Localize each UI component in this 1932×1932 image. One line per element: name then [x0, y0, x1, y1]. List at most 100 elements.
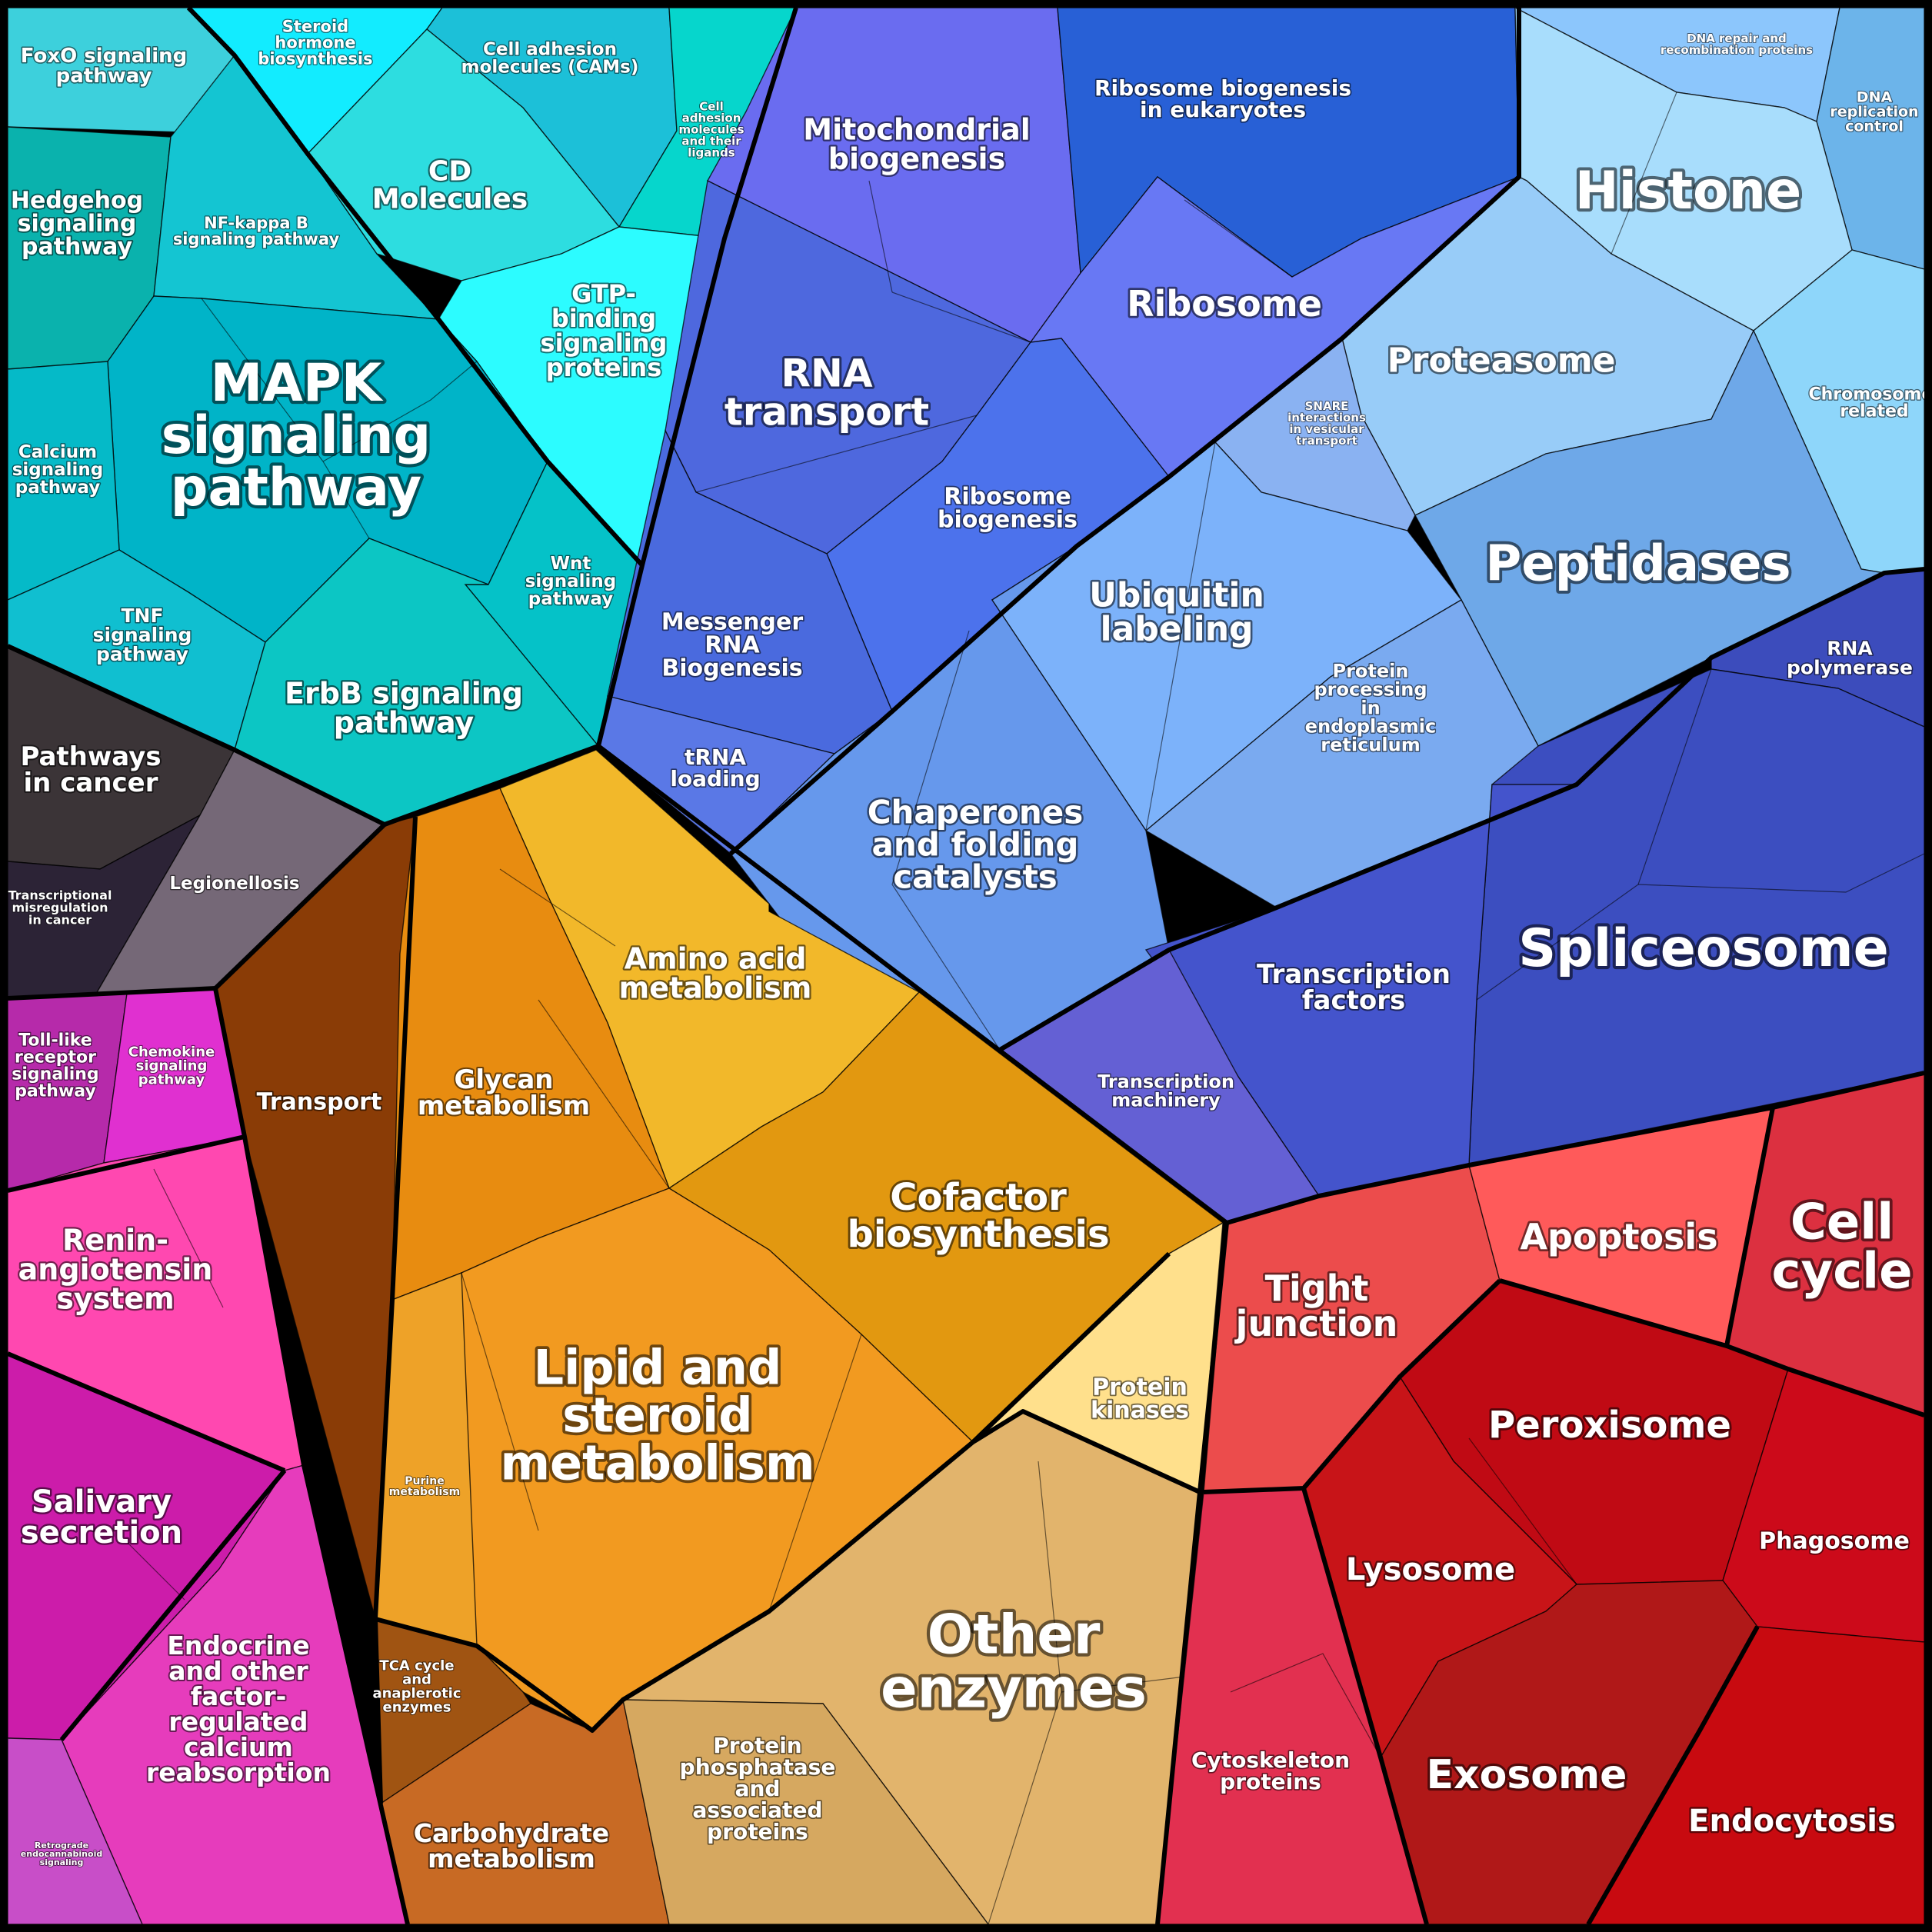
- label-line: Protein: [1092, 1374, 1188, 1401]
- label-renin: Renin-angiotensin system: [18, 1223, 213, 1315]
- label-line: Hedgehog: [11, 188, 143, 215]
- border-cellular-inner-5: [1586, 1625, 1760, 1926]
- label-rna-transport: RNA transport: [724, 351, 929, 435]
- label-line: proteins: [707, 1819, 808, 1844]
- subcell-line: [1637, 853, 1925, 893]
- label-line: pathway: [22, 234, 132, 261]
- label-line: pathway: [15, 1082, 96, 1101]
- label-line: junction: [1234, 1303, 1398, 1344]
- label-line: biosynthesis: [847, 1213, 1109, 1256]
- label-line: tRNA: [685, 744, 746, 770]
- label-line: metabolism: [500, 1435, 814, 1491]
- border-inner-metab-3: [971, 1409, 1201, 1494]
- subcell-line: [153, 1168, 224, 1308]
- label-line: recombination proteins: [1661, 43, 1813, 57]
- label-line: proteins: [1220, 1769, 1321, 1794]
- label-line: and: [735, 1776, 781, 1801]
- label-spliceosome: Spliceosome: [1518, 918, 1889, 979]
- label-line: in cancer: [28, 913, 92, 928]
- border-immune-metabolism: [213, 988, 410, 1925]
- label-salivary: Salivary secretion: [21, 1484, 182, 1551]
- border-cancer-immune: [7, 986, 216, 1001]
- label-line: Biogenesis: [661, 655, 802, 682]
- label-line: Cytoskeleton: [1191, 1747, 1350, 1773]
- labels: FoxO signaling pathway Steroid hormone bios…: [8, 16, 1932, 1875]
- label-line: kinases: [1091, 1397, 1189, 1424]
- label-line: endocannabinoid: [21, 1849, 102, 1859]
- label-line: Protein: [713, 1733, 801, 1758]
- label-line: secretion: [21, 1515, 182, 1551]
- label-line: machinery: [1111, 1089, 1221, 1111]
- label-line: Purine: [405, 1475, 444, 1487]
- label-line: related: [1840, 402, 1908, 421]
- label-line: Mitochondrial: [803, 112, 1030, 146]
- label-line: cycle: [1772, 1243, 1913, 1300]
- label-line: regulated: [168, 1707, 308, 1737]
- label-purine: Purine metabolism: [389, 1475, 460, 1498]
- label-line: Amino acid: [625, 941, 807, 975]
- label-line: in eukaryotes: [1140, 97, 1306, 122]
- subcell-line: [768, 1334, 862, 1612]
- label-carbohydrate: Carbohydrate metabolism: [414, 1818, 609, 1874]
- label-line: Calcium: [18, 442, 97, 462]
- label-line: loading: [670, 766, 760, 791]
- label-line: GTP-: [571, 279, 636, 308]
- label-line: labeling: [1100, 609, 1253, 648]
- label-line: Lysosome: [1346, 1552, 1515, 1587]
- label-calcium: Calcium signaling pathway: [12, 442, 104, 498]
- border-metabolism-genetic: [597, 744, 1228, 1225]
- label-line: Tight: [1265, 1267, 1369, 1309]
- label-line: pathway: [171, 458, 421, 518]
- label-line: Peroxisome: [1488, 1404, 1731, 1447]
- label-line: RNA: [781, 351, 872, 396]
- label-line: Messenger: [661, 609, 803, 636]
- label-tolllike: Toll-like receptor signaling pathway: [12, 1031, 98, 1101]
- label-line: in cancer: [24, 768, 158, 798]
- label-mapk: MAPK signaling pathway: [162, 353, 431, 518]
- label-wnt: Wnt signaling pathway: [525, 554, 617, 609]
- label-mrna: Messenger RNA Biogenesis: [661, 609, 803, 682]
- label-line: and folding: [872, 826, 1079, 864]
- label-line: Wnt: [551, 554, 591, 574]
- label-line: receptor: [15, 1048, 96, 1068]
- label-ribo-bio-euk: Ribosome biogenesis in eukaryotes: [1094, 75, 1351, 122]
- label-line: transport: [724, 390, 929, 435]
- subcell-lines: [122, 92, 1925, 1925]
- label-line: enzymes: [881, 1657, 1147, 1720]
- label-exosome: Exosome: [1427, 1752, 1627, 1798]
- label-peroxisome: Peroxisome: [1488, 1404, 1731, 1447]
- label-line: TCA cycle: [379, 1657, 454, 1674]
- metabolism-group: [215, 749, 1224, 1925]
- subcell-line: [122, 1537, 185, 1601]
- label-line: Carbohydrate: [414, 1818, 609, 1848]
- label-line: Apoptosis: [1520, 1216, 1717, 1257]
- label-line: hormone: [275, 33, 355, 52]
- label-chaperones: Chaperones and folding catalysts: [868, 794, 1084, 896]
- label-line: DNA repair and: [1687, 32, 1787, 45]
- label-ubiquitin: Ubiquitin labeling: [1089, 575, 1264, 648]
- label-line: reabsorption: [146, 1757, 331, 1787]
- label-mito: Mitochondrial biogenesis: [803, 112, 1030, 175]
- cellular-group: [1157, 1072, 1925, 1925]
- label-cd-molecules: CD Molecules: [372, 156, 528, 215]
- label-line: molecules (CAMs): [461, 58, 639, 78]
- label-line: associated: [693, 1797, 823, 1823]
- label-pathways-cancer: Pathways in cancer: [20, 741, 161, 798]
- label-line: Legionellosis: [169, 874, 299, 894]
- label-line: reticulum: [1321, 734, 1420, 755]
- label-line: adhesion: [682, 111, 741, 125]
- subcell-line: [695, 415, 978, 493]
- border-signaling-genetic: [596, 7, 798, 747]
- border-genetic-cellular: [1226, 1071, 1925, 1225]
- label-chromosome: Chromosome-related: [1809, 385, 1932, 421]
- label-gtp: GTP-binding signaling proteins: [541, 279, 668, 382]
- label-line: metabolism: [619, 971, 812, 1004]
- label-line: Ribosome biogenesis: [1094, 75, 1351, 101]
- label-line: Spliceosome: [1518, 918, 1889, 979]
- label-line: Pathways: [20, 741, 161, 772]
- label-amino-acid: Amino acid metabolism: [619, 941, 812, 1004]
- label-ribo-bio: Ribosome biogenesis: [938, 484, 1078, 534]
- label-retrograde: Retrograde endocannabinoid signaling: [21, 1840, 102, 1867]
